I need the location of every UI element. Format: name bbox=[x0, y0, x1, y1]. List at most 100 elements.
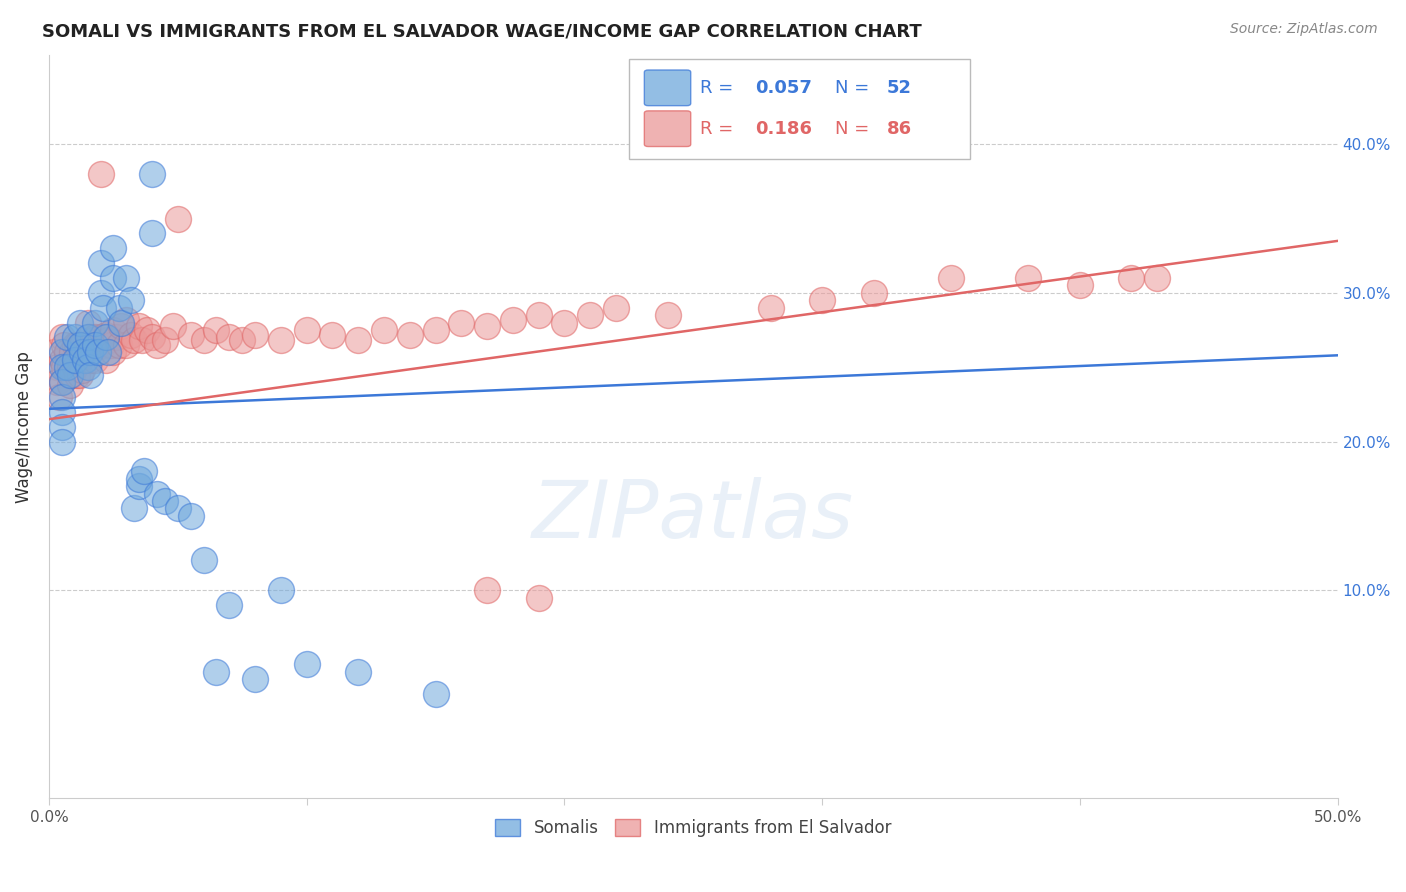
Point bbox=[51, 390, 73, 404]
Point bbox=[87, 338, 110, 352]
Point bbox=[1121, 271, 1143, 285]
Text: 0.057: 0.057 bbox=[755, 78, 813, 97]
Text: R =: R = bbox=[700, 78, 738, 97]
Point bbox=[87, 345, 110, 359]
Point bbox=[97, 334, 120, 348]
Point bbox=[89, 285, 111, 300]
Point bbox=[180, 327, 202, 342]
Point bbox=[553, 316, 575, 330]
Point bbox=[56, 330, 79, 344]
Point bbox=[73, 345, 96, 359]
Point bbox=[63, 330, 86, 344]
Point bbox=[79, 330, 101, 344]
Point bbox=[218, 598, 240, 612]
Point bbox=[69, 368, 91, 382]
Point bbox=[128, 318, 150, 333]
Point bbox=[115, 312, 138, 326]
Point bbox=[82, 334, 104, 348]
Point bbox=[76, 360, 98, 375]
Point bbox=[115, 271, 138, 285]
Point bbox=[91, 301, 114, 315]
Point bbox=[58, 378, 80, 392]
Point bbox=[759, 301, 782, 315]
Point bbox=[103, 241, 125, 255]
Point bbox=[939, 271, 962, 285]
Point bbox=[42, 345, 65, 359]
Point bbox=[657, 308, 679, 322]
Point bbox=[321, 327, 343, 342]
Point bbox=[94, 327, 117, 342]
Text: SOMALI VS IMMIGRANTS FROM EL SALVADOR WAGE/INCOME GAP CORRELATION CHART: SOMALI VS IMMIGRANTS FROM EL SALVADOR WA… bbox=[42, 22, 922, 40]
Point bbox=[72, 345, 94, 359]
Point bbox=[51, 434, 73, 449]
Point bbox=[103, 271, 125, 285]
Point bbox=[115, 338, 138, 352]
Point bbox=[51, 419, 73, 434]
Point bbox=[1146, 271, 1168, 285]
Point bbox=[79, 368, 101, 382]
Point bbox=[69, 338, 91, 352]
Point bbox=[51, 375, 73, 389]
Point bbox=[862, 285, 884, 300]
Point bbox=[425, 687, 447, 701]
Point bbox=[110, 316, 132, 330]
Text: N =: N = bbox=[835, 120, 875, 137]
Point bbox=[73, 352, 96, 367]
Y-axis label: Wage/Income Gap: Wage/Income Gap bbox=[15, 351, 32, 502]
Point bbox=[45, 375, 67, 389]
Point bbox=[45, 360, 67, 375]
Point bbox=[450, 316, 472, 330]
Point bbox=[120, 293, 142, 308]
Point bbox=[72, 363, 94, 377]
Point bbox=[270, 334, 292, 348]
Point bbox=[527, 308, 550, 322]
Point bbox=[91, 338, 114, 352]
Point bbox=[205, 665, 228, 679]
Point bbox=[205, 323, 228, 337]
Point bbox=[166, 501, 188, 516]
Point bbox=[475, 583, 498, 598]
Point bbox=[270, 583, 292, 598]
Point bbox=[605, 301, 627, 315]
Point bbox=[166, 211, 188, 226]
Point bbox=[76, 343, 98, 357]
Point bbox=[94, 352, 117, 367]
Text: R =: R = bbox=[700, 120, 745, 137]
Point bbox=[128, 472, 150, 486]
Point bbox=[51, 345, 73, 359]
Point bbox=[97, 345, 120, 359]
Point bbox=[51, 330, 73, 344]
Point bbox=[295, 323, 318, 337]
Point bbox=[84, 352, 107, 367]
Point bbox=[89, 167, 111, 181]
Point bbox=[56, 345, 79, 359]
Point bbox=[63, 360, 86, 375]
Point bbox=[141, 330, 163, 344]
Point bbox=[94, 330, 117, 344]
Point bbox=[89, 330, 111, 344]
Point bbox=[373, 323, 395, 337]
Point bbox=[475, 318, 498, 333]
Point bbox=[398, 327, 420, 342]
Point bbox=[51, 352, 73, 367]
Point bbox=[1069, 278, 1091, 293]
Point bbox=[63, 338, 86, 352]
Point bbox=[141, 227, 163, 241]
Point bbox=[134, 464, 156, 478]
Point bbox=[79, 345, 101, 359]
Point bbox=[131, 334, 153, 348]
Point bbox=[347, 334, 370, 348]
Text: ZIPatlas: ZIPatlas bbox=[533, 477, 855, 555]
Text: Source: ZipAtlas.com: Source: ZipAtlas.com bbox=[1230, 22, 1378, 37]
Point bbox=[51, 405, 73, 419]
Text: N =: N = bbox=[835, 78, 875, 97]
Point bbox=[100, 338, 122, 352]
Point bbox=[193, 334, 215, 348]
Point bbox=[1017, 271, 1039, 285]
Point bbox=[63, 352, 86, 367]
Point bbox=[243, 327, 266, 342]
Point bbox=[243, 673, 266, 687]
Point bbox=[58, 368, 80, 382]
Point bbox=[76, 330, 98, 344]
Point bbox=[347, 665, 370, 679]
